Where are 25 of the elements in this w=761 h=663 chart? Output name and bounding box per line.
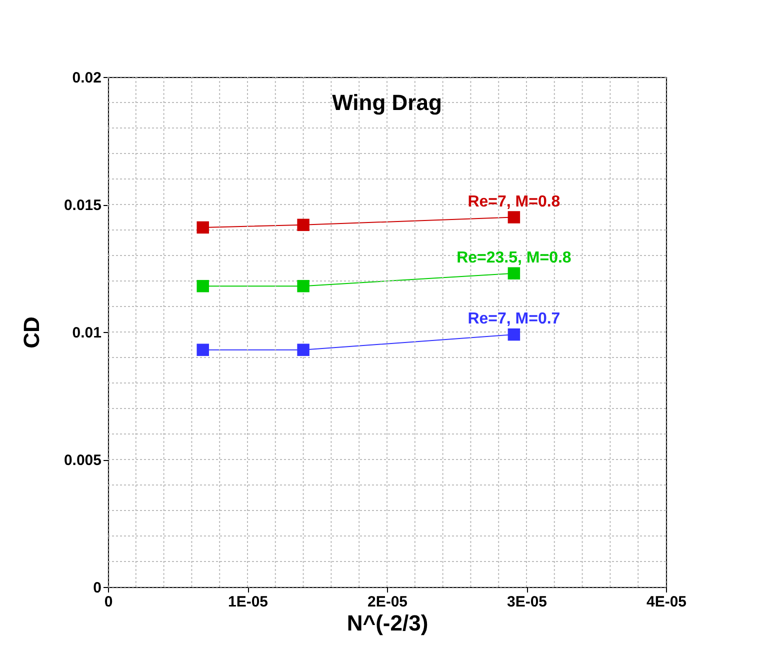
point — [508, 211, 520, 224]
y-tick-label: 0 — [93, 580, 102, 596]
y-tick-label: 0.02 — [72, 70, 102, 86]
point — [297, 344, 310, 356]
series-label: Re=23.5, M=0.8 — [456, 249, 572, 266]
x-tick-label: 2E-05 — [367, 594, 408, 610]
point — [508, 267, 520, 280]
x-tick-label: 1E-05 — [228, 594, 268, 610]
x-tick-label: 0 — [104, 594, 113, 610]
point — [196, 221, 209, 234]
y-tick-label: 0.01 — [72, 324, 102, 342]
x-tick-label: 4E-05 — [646, 594, 687, 610]
x-tick-label: 3E-05 — [506, 594, 548, 610]
point — [196, 280, 209, 292]
text: Wing Drag — [332, 90, 442, 115]
point — [508, 328, 520, 341]
point — [297, 280, 310, 292]
y-tick-label: 0.005 — [64, 452, 102, 469]
point — [196, 344, 209, 356]
series-label: Re=7, M=0.8 — [468, 193, 560, 210]
y-tick-label: 0.015 — [64, 197, 102, 214]
x-axis-title: N^(-2/3) — [346, 610, 428, 636]
point — [297, 218, 310, 232]
y-axis-title: CD — [18, 316, 44, 348]
series-label: Re=7, M=0.7 — [468, 310, 560, 328]
